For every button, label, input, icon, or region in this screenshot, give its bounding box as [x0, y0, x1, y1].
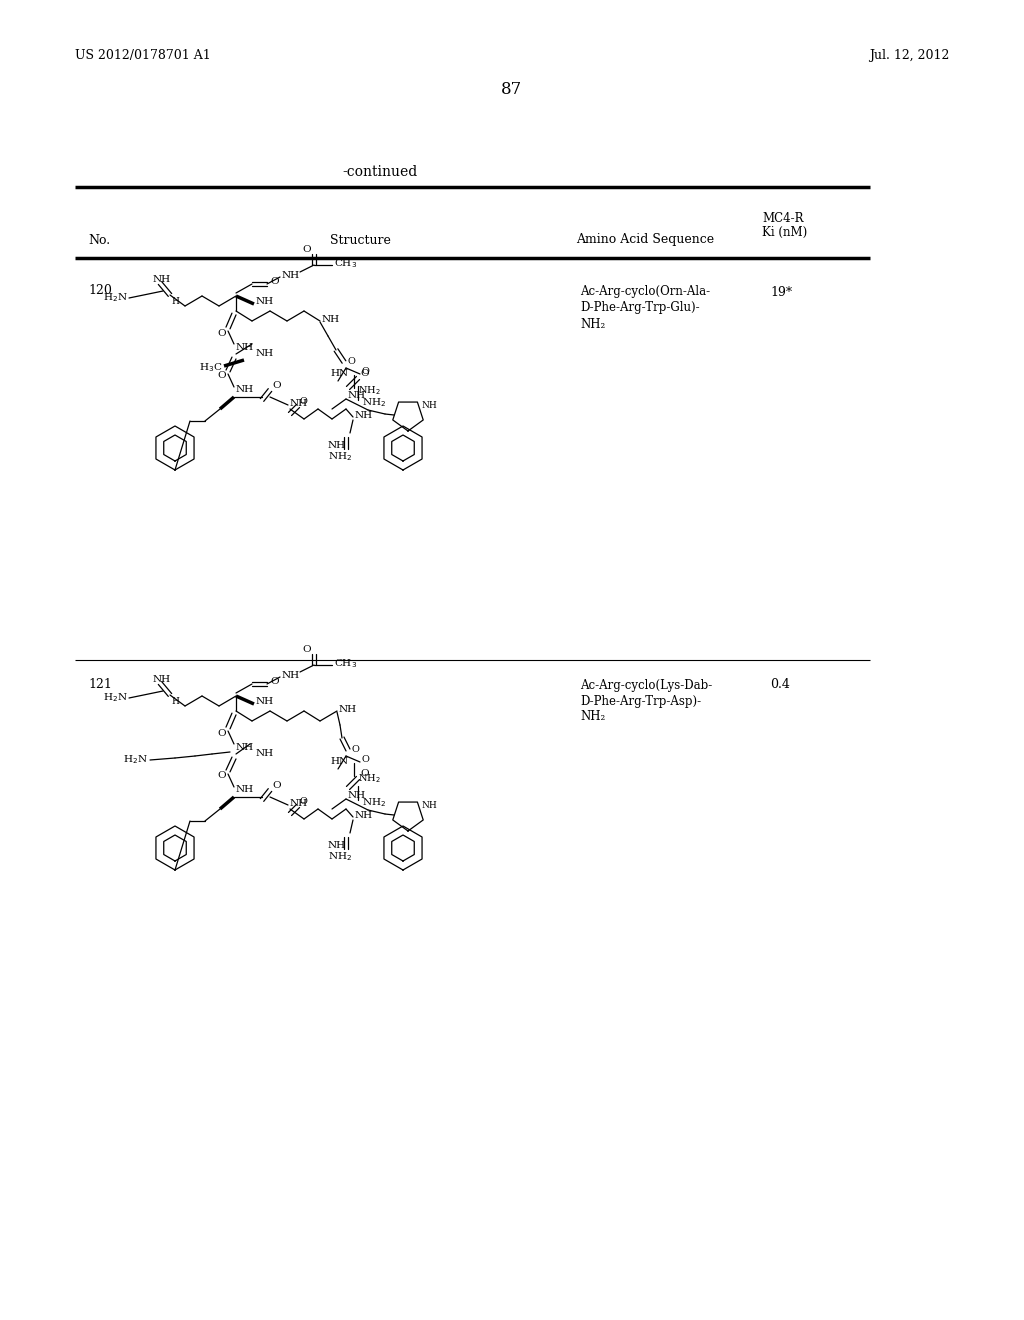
Text: Jul. 12, 2012: Jul. 12, 2012 — [868, 49, 949, 62]
Text: NH: NH — [256, 697, 274, 706]
Text: O: O — [218, 771, 226, 780]
Text: D-Phe-Arg-Trp-Glu)-: D-Phe-Arg-Trp-Glu)- — [580, 301, 699, 314]
Text: O: O — [300, 797, 308, 807]
Text: H: H — [171, 297, 179, 306]
Text: 19*: 19* — [770, 285, 793, 298]
Text: HN: HN — [330, 758, 348, 767]
Text: NH: NH — [355, 411, 373, 420]
Text: O: O — [362, 367, 370, 375]
Text: NH: NH — [236, 742, 254, 751]
Text: MC4-R: MC4-R — [762, 211, 804, 224]
Text: NH: NH — [290, 799, 308, 808]
Text: Ki (nM): Ki (nM) — [762, 226, 807, 239]
Text: H$_2$N: H$_2$N — [103, 692, 128, 705]
Text: Amino Acid Sequence: Amino Acid Sequence — [575, 234, 714, 247]
Text: NH$_2$: NH$_2$ — [328, 850, 352, 863]
Text: O: O — [218, 371, 226, 380]
Text: O: O — [351, 746, 358, 755]
Text: O: O — [360, 370, 369, 379]
Text: NH₂: NH₂ — [580, 318, 605, 330]
Text: NH: NH — [153, 276, 171, 285]
Text: NH: NH — [422, 800, 437, 809]
Text: NH$_2$: NH$_2$ — [358, 772, 381, 785]
Text: 87: 87 — [502, 82, 522, 99]
Text: NH: NH — [348, 791, 367, 800]
Text: O: O — [272, 381, 281, 391]
Text: NH: NH — [422, 400, 437, 409]
Text: NH$_2$: NH$_2$ — [328, 450, 352, 463]
Text: NH: NH — [328, 441, 346, 450]
Text: 0.4: 0.4 — [770, 678, 790, 692]
Text: O: O — [272, 781, 281, 791]
Text: O: O — [347, 358, 355, 367]
Text: O: O — [270, 676, 279, 685]
Text: NH$_2$: NH$_2$ — [362, 796, 386, 809]
Text: O: O — [303, 645, 311, 655]
Text: 120: 120 — [88, 284, 112, 297]
Text: NH: NH — [322, 315, 340, 325]
Text: NH: NH — [328, 841, 346, 850]
Text: O: O — [362, 755, 370, 763]
Text: D-Phe-Arg-Trp-Asp)-: D-Phe-Arg-Trp-Asp)- — [580, 694, 701, 708]
Text: NH: NH — [355, 810, 373, 820]
Text: O: O — [360, 770, 369, 779]
Text: H: H — [171, 697, 179, 706]
Text: HN: HN — [330, 370, 348, 379]
Text: O: O — [303, 246, 311, 255]
Text: NH: NH — [290, 399, 308, 408]
Text: H$_3$C: H$_3$C — [199, 362, 222, 375]
Text: NH: NH — [256, 748, 274, 758]
Text: NH: NH — [256, 297, 274, 306]
Text: Ac-Arg-cyclo(Lys-Dab-: Ac-Arg-cyclo(Lys-Dab- — [580, 678, 713, 692]
Text: No.: No. — [88, 234, 111, 247]
Text: CH$_3$: CH$_3$ — [334, 257, 357, 271]
Text: NH: NH — [339, 705, 357, 714]
Text: NH: NH — [348, 391, 367, 400]
Text: O: O — [300, 397, 308, 407]
Text: NH: NH — [236, 385, 254, 395]
Text: NH: NH — [153, 676, 171, 685]
Text: NH: NH — [256, 348, 274, 358]
Text: US 2012/0178701 A1: US 2012/0178701 A1 — [75, 49, 211, 62]
Text: NH₂: NH₂ — [580, 710, 605, 723]
Text: H$_2$N: H$_2$N — [103, 292, 128, 305]
Text: NH: NH — [236, 785, 254, 795]
Text: H$_2$N: H$_2$N — [123, 754, 148, 767]
Text: Structure: Structure — [330, 234, 390, 247]
Text: NH$_2$: NH$_2$ — [358, 384, 381, 397]
Text: CH$_3$: CH$_3$ — [334, 657, 357, 671]
Text: O: O — [218, 329, 226, 338]
Text: NH: NH — [282, 671, 300, 680]
Text: O: O — [218, 729, 226, 738]
Text: Ac-Arg-cyclo(Orn-Ala-: Ac-Arg-cyclo(Orn-Ala- — [580, 285, 710, 298]
Text: NH: NH — [282, 271, 300, 280]
Text: O: O — [270, 276, 279, 285]
Text: -continued: -continued — [342, 165, 418, 180]
Text: NH$_2$: NH$_2$ — [362, 396, 386, 409]
Text: 121: 121 — [88, 678, 112, 692]
Text: NH: NH — [236, 342, 254, 351]
